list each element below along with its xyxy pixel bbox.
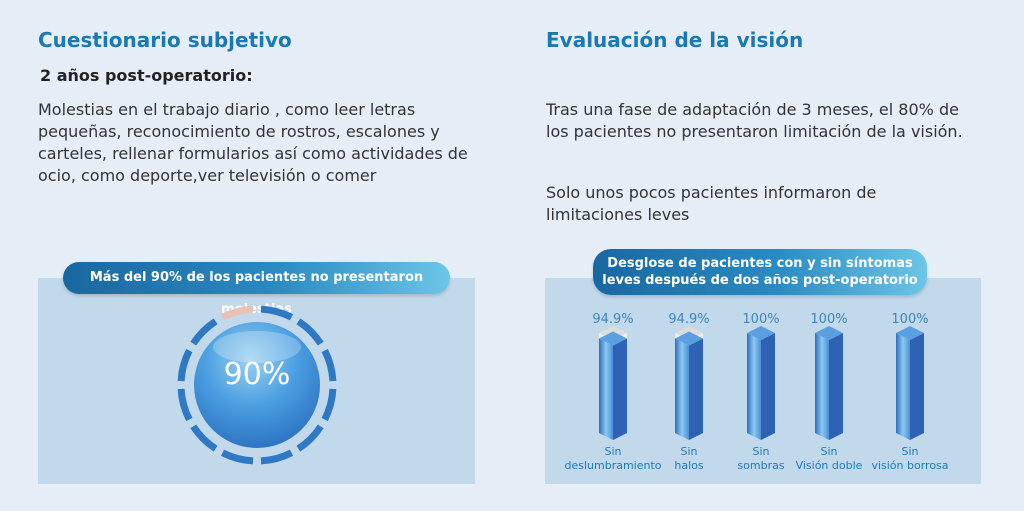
bar-value-label: 100% bbox=[891, 312, 929, 327]
bar-left-face bbox=[815, 333, 829, 440]
bar-top bbox=[747, 326, 775, 340]
category-line: sombras bbox=[737, 459, 785, 472]
bar-left-face bbox=[896, 333, 910, 440]
gauge-segment bbox=[296, 424, 324, 452]
left-subtitle: 2 años post-operatorio: bbox=[40, 66, 253, 85]
bar-value-label: 100% bbox=[742, 312, 780, 327]
right-pill-line1: Desglose de pacientes con y sin síntomas bbox=[607, 256, 913, 271]
gauge-label: 90% bbox=[223, 357, 291, 392]
bar-right-face bbox=[829, 333, 843, 440]
bar-left-face bbox=[675, 338, 689, 440]
category-line: Sin bbox=[604, 445, 622, 458]
bar-right-face bbox=[689, 338, 703, 440]
bar-top bbox=[815, 326, 843, 340]
bar-chart bbox=[599, 326, 924, 440]
sphere-highlight bbox=[213, 331, 301, 363]
gauge-segment bbox=[260, 449, 294, 465]
category-line: Sin bbox=[680, 445, 698, 458]
right-body-2: Solo unos pocos pacientes informaron de … bbox=[546, 183, 877, 224]
category-line: halos bbox=[674, 459, 704, 472]
right-body-1: Tras una fase de adaptación de 3 meses, … bbox=[546, 100, 963, 141]
bar-top bbox=[599, 331, 627, 346]
category-line: Sin bbox=[752, 445, 770, 458]
gauge-segment bbox=[321, 388, 337, 422]
gauge-segment bbox=[177, 388, 193, 422]
gauge bbox=[177, 305, 337, 465]
gauge-segment bbox=[220, 305, 254, 321]
category-line: visión borrosa bbox=[871, 459, 949, 472]
right-pill: Desglose de pacientes con y sin síntomas… bbox=[593, 249, 927, 295]
bar-value-label: 94.9% bbox=[592, 312, 634, 327]
bar-category-label: Sin halos bbox=[634, 445, 744, 473]
bar-top bbox=[896, 326, 924, 340]
right-pill-line2: leves después de dos años post-operatori… bbox=[602, 273, 918, 288]
gauge-segment bbox=[190, 424, 218, 452]
bar-left-face bbox=[599, 338, 613, 440]
gauge-segment bbox=[260, 305, 294, 321]
left-body: Molestias en el trabajo diario , como le… bbox=[38, 100, 468, 185]
bar-category-label: Sin deslumbramiento bbox=[558, 445, 668, 473]
bar-category-label: Sin Visión doble bbox=[774, 445, 884, 473]
right-title: Evaluación de la visión bbox=[546, 28, 804, 52]
bar-category-label: Sin visión borrosa bbox=[855, 445, 965, 473]
left-title: Cuestionario subjetivo bbox=[38, 28, 292, 52]
bar-value-label: 100% bbox=[810, 312, 848, 327]
gauge-segment bbox=[296, 318, 324, 346]
bar-right-face bbox=[761, 333, 775, 440]
bar-value-label: 94.9% bbox=[668, 312, 710, 327]
gauge-segment bbox=[321, 348, 337, 382]
category-line: Visión doble bbox=[795, 459, 863, 472]
bar-top bbox=[675, 331, 703, 346]
bar-right-face bbox=[613, 338, 627, 440]
gauge-segment bbox=[190, 318, 218, 346]
bar-category-label: Sin sombras bbox=[706, 445, 816, 473]
gauge-sphere bbox=[194, 322, 320, 448]
category-line: deslumbramiento bbox=[564, 459, 662, 472]
gauge-segment bbox=[177, 348, 193, 382]
bar-left-face bbox=[747, 333, 761, 440]
category-line: Sin bbox=[820, 445, 838, 458]
gauge-segment bbox=[220, 449, 254, 465]
category-line: Sin bbox=[901, 445, 919, 458]
left-pill: Más del 90% de los pacientes no presenta… bbox=[63, 262, 450, 317]
bar-right-face bbox=[910, 333, 924, 440]
